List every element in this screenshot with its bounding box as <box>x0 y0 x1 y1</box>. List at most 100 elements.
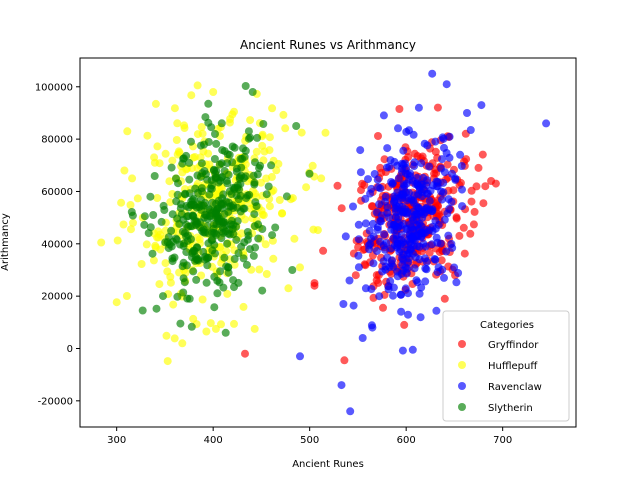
data-point <box>440 215 449 224</box>
data-point <box>369 232 378 241</box>
data-point <box>337 204 346 213</box>
data-point <box>388 256 396 265</box>
data-point <box>431 147 440 156</box>
data-point <box>390 192 399 201</box>
x-tick-label: 600 <box>397 435 416 446</box>
x-tick-label: 400 <box>204 435 223 446</box>
data-point <box>181 190 190 199</box>
data-point <box>284 284 293 293</box>
data-point <box>191 184 200 193</box>
data-point <box>288 266 297 274</box>
data-point <box>163 357 172 366</box>
legend-label-slytherin: Slytherin <box>488 403 533 414</box>
data-point <box>479 199 488 208</box>
data-point <box>402 179 411 188</box>
data-point <box>394 124 402 133</box>
data-point <box>410 158 419 167</box>
data-point <box>542 119 551 128</box>
data-point <box>399 146 408 155</box>
data-point <box>305 169 314 178</box>
data-point <box>232 235 241 244</box>
data-point <box>226 220 235 229</box>
data-point <box>210 303 219 312</box>
data-point <box>275 196 284 204</box>
data-point <box>354 243 363 252</box>
data-point <box>428 69 437 78</box>
data-point <box>142 240 151 249</box>
data-point <box>372 247 381 255</box>
data-point <box>421 264 430 273</box>
data-point <box>402 163 411 172</box>
x-tick-label: 700 <box>493 435 512 446</box>
data-point <box>201 113 210 122</box>
data-point <box>151 99 160 108</box>
chart-title: Ancient Runes vs Arithmancy <box>240 38 416 52</box>
data-point <box>211 130 219 138</box>
data-point <box>256 161 265 170</box>
data-point <box>226 115 235 123</box>
data-point <box>437 256 446 265</box>
data-point <box>161 259 170 268</box>
data-point <box>221 328 230 337</box>
data-point <box>379 111 388 120</box>
data-point <box>267 173 276 181</box>
data-point <box>187 322 196 331</box>
data-point <box>481 182 490 191</box>
data-point <box>296 352 304 361</box>
data-point <box>317 174 326 183</box>
data-point <box>237 229 246 238</box>
data-point <box>265 146 274 155</box>
data-point <box>170 104 179 113</box>
data-point <box>467 197 476 206</box>
data-point <box>408 345 417 354</box>
data-point <box>364 241 373 250</box>
data-point <box>168 156 177 165</box>
data-point <box>421 242 430 251</box>
data-point <box>290 234 299 243</box>
data-point <box>264 182 273 191</box>
data-point <box>216 267 225 276</box>
data-point <box>438 155 446 164</box>
data-point <box>197 159 206 168</box>
data-point <box>187 200 195 209</box>
data-point <box>246 133 255 142</box>
data-point <box>223 239 232 248</box>
data-point <box>149 211 158 219</box>
data-point <box>375 292 384 301</box>
data-point <box>444 195 453 204</box>
y-tick-label: 60000 <box>41 187 73 198</box>
data-point <box>217 227 226 236</box>
data-point <box>470 207 479 216</box>
data-point <box>220 253 229 262</box>
data-point <box>432 233 441 242</box>
data-point <box>460 249 469 258</box>
data-point <box>176 204 185 213</box>
data-point <box>200 140 208 149</box>
data-point <box>224 170 233 179</box>
data-point <box>193 219 202 228</box>
data-point <box>202 327 211 336</box>
data-point <box>403 264 412 273</box>
x-tick-label: 300 <box>107 435 126 446</box>
data-point <box>437 164 446 173</box>
data-point <box>487 177 496 185</box>
data-point <box>237 163 246 172</box>
data-point <box>310 279 319 288</box>
data-point <box>265 202 274 211</box>
data-point <box>337 381 346 390</box>
data-point <box>250 178 259 187</box>
data-point <box>333 181 342 190</box>
data-point <box>369 259 378 268</box>
data-point <box>457 162 466 170</box>
data-point <box>165 177 174 186</box>
data-point <box>458 202 467 211</box>
data-point <box>193 243 202 252</box>
data-point <box>230 107 238 116</box>
y-axis: -20000 0 20000 40000 60000 80000 100000 <box>35 82 80 407</box>
data-point <box>117 198 126 207</box>
data-point <box>173 292 182 301</box>
data-point <box>389 291 397 300</box>
data-point <box>159 201 168 210</box>
data-point <box>297 128 306 137</box>
data-point <box>128 174 137 183</box>
